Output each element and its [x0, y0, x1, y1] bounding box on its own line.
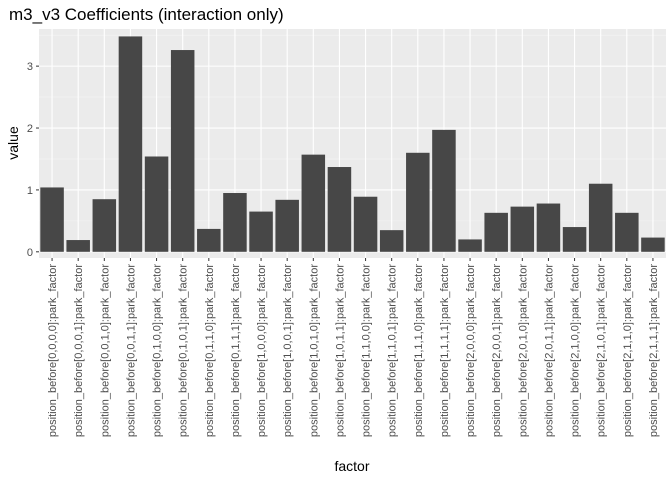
x-tick-label: position_before[1,1,0,1]:park_factor [387, 264, 399, 437]
plot-panel [39, 29, 666, 258]
bar [536, 203, 561, 252]
x-tick-label: position_before[0,1,1,1]:park_factor [230, 264, 242, 437]
x-tick-label: position_before[0,0,0,0]:park_factor [47, 264, 59, 437]
bar [197, 228, 221, 252]
bar [353, 196, 378, 252]
y-tick-label: 2 [27, 123, 33, 135]
bar [588, 183, 613, 252]
bar [223, 193, 247, 252]
y-axis-title: value [5, 126, 21, 160]
bar [92, 199, 117, 252]
chart-title: m3_v3 Coefficients (interaction only) [9, 5, 284, 24]
x-tick-label: position_before[0,0,1,0]:park_factor [99, 264, 111, 437]
x-tick-label: position_before[1,1,1,0]:park_factor [413, 264, 425, 437]
x-tick-label: position_before[1,1,0,0]:park_factor [361, 264, 373, 437]
y-tick-label: 1 [27, 185, 33, 197]
x-tick-label: position_before[2,0,0,0]:park_factor [465, 264, 477, 437]
minor-gridlines [39, 34, 666, 222]
x-tick-label: position_before[2,1,1,0]:park_factor [622, 264, 634, 437]
x-tick-label: position_before[0,1,1,0]:park_factor [204, 264, 216, 437]
x-tick-label: position_before[1,0,1,0]:park_factor [308, 264, 320, 437]
x-tick-label: position_before[2,0,0,1]:park_factor [491, 264, 503, 437]
y-tick-label: 3 [27, 61, 33, 73]
x-tick-label: position_before[1,0,0,0]:park_factor [256, 264, 268, 437]
x-tick-label: position_before[1,0,0,1]:park_factor [282, 264, 294, 437]
x-tick-label: position_before[0,1,0,1]:park_factor [178, 264, 190, 437]
bar [641, 237, 665, 252]
bar [510, 206, 535, 252]
bar [40, 187, 64, 252]
y-tick-label: 0 [27, 247, 33, 259]
x-tick-label: position_before[0,0,1,1]:park_factor [125, 264, 137, 437]
bar [118, 36, 143, 252]
bar [484, 212, 508, 252]
x-tick-label: position_before[2,1,1,1]:park_factor [648, 264, 660, 437]
bar [379, 230, 404, 252]
bar [615, 212, 639, 252]
x-tick-label: position_before[2,0,1,0]:park_factor [517, 264, 529, 437]
x-tick-label: position_before[2,0,1,1]:park_factor [543, 264, 555, 437]
bar [327, 167, 352, 252]
y-axis: 0 1 2 3 [27, 61, 39, 259]
x-axis-title: factor [334, 458, 369, 474]
bar [170, 50, 195, 252]
x-axis: position_before[0,0,0,0]:park_factor posi… [47, 258, 660, 437]
bar [301, 154, 326, 252]
bar [66, 240, 90, 252]
x-tick-label: position_before[2,1,0,0]:park_factor [570, 264, 582, 437]
bars [40, 36, 665, 252]
bar [249, 211, 273, 252]
bar [562, 227, 587, 252]
x-tick-label: position_before[2,1,0,1]:park_factor [596, 264, 608, 437]
bar [406, 152, 430, 252]
bar [432, 129, 456, 252]
bar [275, 199, 299, 252]
x-tick-label: position_before[1,0,1,1]:park_factor [334, 264, 346, 437]
x-tick-label: position_before[1,1,1,1]:park_factor [439, 264, 451, 437]
bar [458, 239, 482, 252]
x-tick-label: position_before[0,1,0,0]:park_factor [152, 264, 164, 437]
bar [144, 156, 169, 252]
x-tick-label: position_before[0,0,0,1]:park_factor [73, 264, 85, 437]
